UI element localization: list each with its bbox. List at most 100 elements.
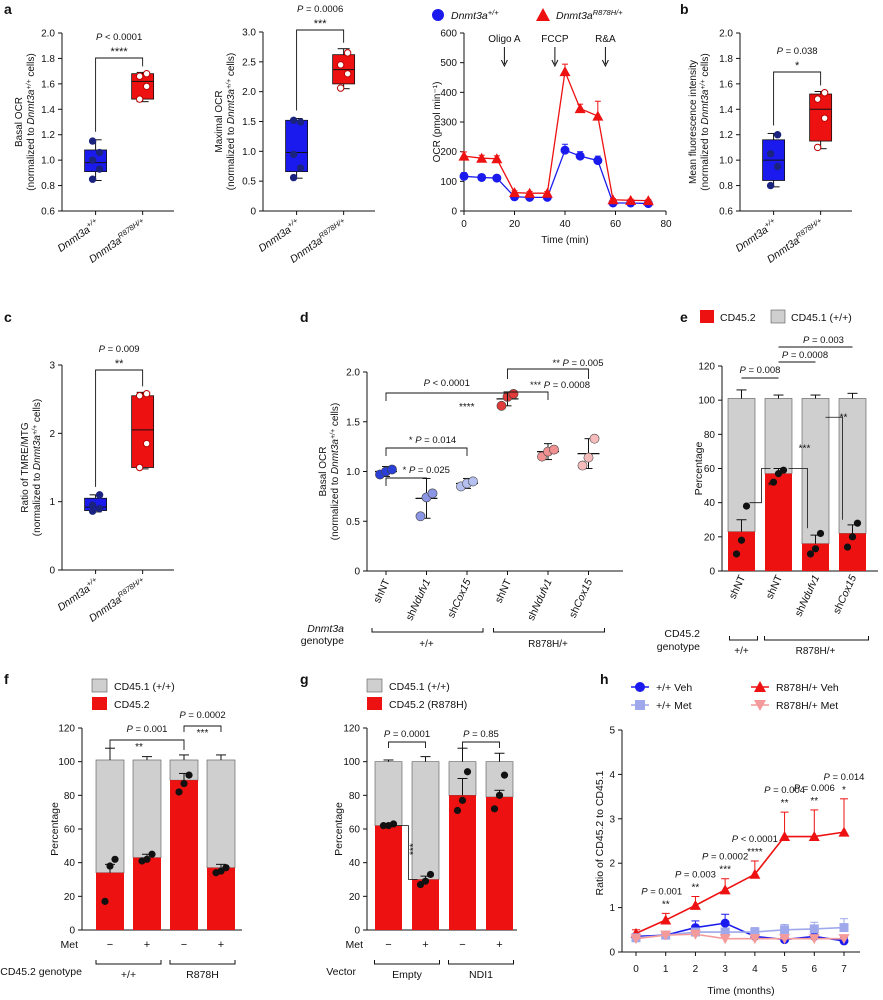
data-point: [660, 930, 672, 941]
data-point: [574, 103, 586, 114]
y-tick-label: 0: [69, 926, 75, 937]
panel-e: e 0 20 40 60 80 100 120 Percentage CD45.2 CD45.1 (…: [657, 309, 878, 657]
data-point: [750, 927, 760, 937]
data-point: [816, 529, 825, 538]
group-bracket: [95, 960, 162, 965]
data-point: [560, 145, 570, 155]
injection-label: Oligo A: [488, 34, 521, 45]
group-bracket: [729, 636, 758, 641]
group-name: R878H/+: [528, 639, 568, 650]
y-tick-label: 2.5: [242, 57, 256, 68]
panel-label: f: [4, 671, 9, 687]
p-value: P < 0.0001: [732, 834, 778, 845]
panel-label: h: [600, 671, 609, 687]
x-tick-label: 60: [610, 219, 622, 230]
y-tick-label: 100: [58, 757, 75, 768]
p-value: P = 0.003: [675, 870, 716, 881]
legend-swatch-2: [770, 309, 786, 324]
y-axis-label: Percentage: [693, 441, 705, 495]
y-tick-label: 1.0: [719, 156, 733, 167]
group-bracket: [448, 960, 514, 965]
significance-stars: ***: [314, 18, 328, 30]
bracket-shNT-shNT: [385, 392, 508, 401]
bar-grey: [132, 759, 162, 858]
legend-marker-3: [635, 700, 645, 710]
series-line-2: [463, 69, 649, 202]
data-point: [135, 72, 144, 80]
x-tick-label: shNT: [371, 577, 393, 605]
data-point: [732, 550, 741, 558]
y-tick-label: 0: [354, 567, 360, 578]
group-bracket: [764, 636, 869, 641]
data-point: [296, 164, 305, 172]
y-tick-label: 60: [704, 464, 716, 475]
group-bracket: [169, 960, 236, 965]
bracket-g: [396, 825, 418, 880]
bracket-f: [183, 725, 222, 732]
significance-stars: **: [840, 413, 848, 424]
y-tick-label: 1.5: [242, 117, 256, 128]
significance-bracket: [95, 57, 144, 132]
data-point: [524, 187, 536, 198]
injection-label: R&A: [595, 34, 616, 45]
significance-stars: **: [135, 742, 143, 753]
group-bracket: [493, 628, 605, 633]
y-tick-label: 0.6: [719, 207, 733, 218]
data-point: [559, 66, 571, 77]
genotype-label: genotype: [301, 635, 344, 647]
bar-red: [486, 797, 513, 930]
series-line-4: [635, 933, 844, 940]
data-point: [336, 61, 345, 69]
legend-marker-2: [536, 8, 550, 21]
data-point: [720, 918, 730, 928]
y-tick-label: 40: [704, 498, 716, 509]
met-sign: +: [144, 939, 150, 951]
data-point: [838, 934, 850, 945]
data-point: [88, 501, 97, 509]
significance-stars: **: [781, 798, 789, 809]
x-tick-label: 40: [559, 219, 571, 230]
y-tick-label: 5: [609, 726, 615, 737]
data-point: [737, 536, 746, 544]
x-axis-label: Time (months): [707, 985, 774, 997]
x-tick-label: Dnmt3a+/+: [732, 215, 780, 255]
data-point: [500, 771, 509, 779]
x-tick-label: shNT: [764, 573, 786, 601]
legend-label-2: CD45.1 (+/+): [791, 312, 852, 324]
x-axis-label: Time (min): [541, 235, 588, 246]
legend-label-1: +/+ Veh: [656, 682, 692, 694]
data-point: [508, 388, 519, 399]
x-tick-label: 2: [693, 964, 699, 975]
group-bracket: [374, 960, 440, 965]
data-point: [135, 463, 144, 472]
y-axis-label-1: (normalized to Dnmt3a+/+ cells): [26, 53, 38, 190]
p-value: P = 0.85: [463, 729, 499, 740]
data-point: [583, 452, 594, 463]
met-label: Met: [345, 939, 363, 951]
y-axis-label-0: Maximal OCR: [214, 90, 225, 152]
y-axis-label-1: (normalized to Dnmt3a+/+ cells): [330, 403, 342, 540]
legend-label-3: +/+ Met: [656, 700, 692, 712]
data-point: [492, 173, 502, 183]
y-axis-label-0: Basal OCR: [14, 97, 25, 147]
x-tick-label: shNdufv1: [793, 573, 823, 618]
legend-label-2: R878H/+ Veh: [776, 682, 839, 694]
bar-red: [170, 780, 198, 930]
p-value: P = 0.014: [824, 772, 865, 783]
met-sign: −: [385, 939, 391, 951]
x-tick-label: 5: [782, 964, 788, 975]
bracket-g: [462, 741, 500, 748]
y-tick-label: 1.2: [719, 130, 733, 141]
bracket-f: [109, 739, 185, 750]
data-point: [607, 194, 619, 205]
data-point: [820, 89, 829, 97]
data-point: [88, 175, 97, 183]
x-tick-label: shCox15: [445, 577, 473, 620]
data-point: [779, 831, 791, 842]
bracket-e: [749, 468, 771, 504]
p-value: P < 0.0001: [96, 32, 142, 43]
p-value: P = 0.006: [794, 783, 835, 794]
y-tick-label: 500: [440, 58, 457, 69]
data-point: [148, 850, 156, 858]
significance-stars: *: [795, 60, 800, 72]
